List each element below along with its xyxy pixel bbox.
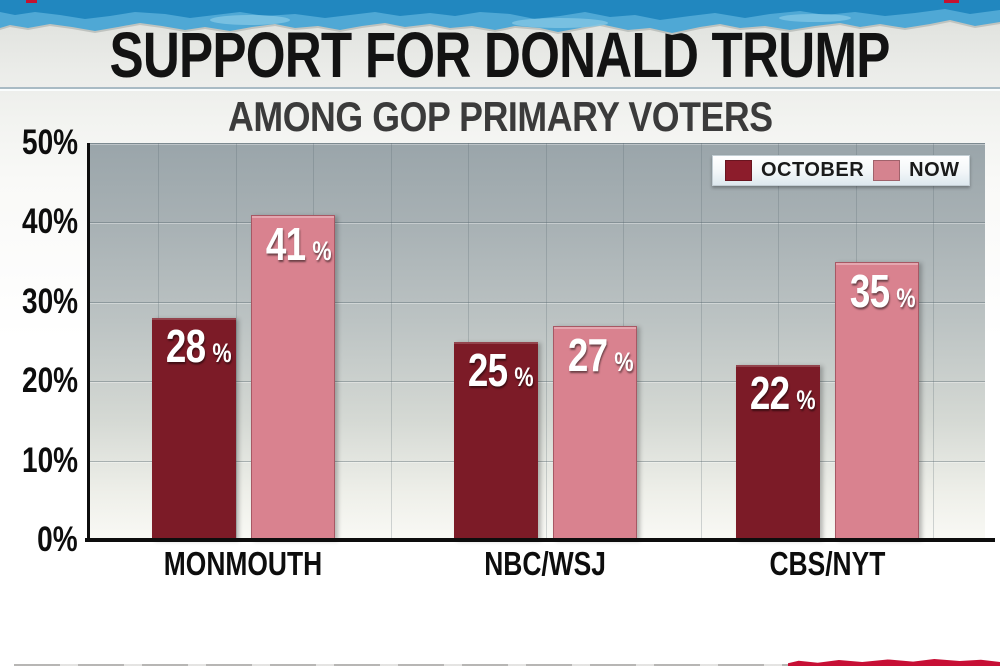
x-axis-category-labels: MONMOUTH NBC/WSJ CBS/NYT (90, 546, 985, 584)
top-red-speck (944, 0, 959, 3)
bar-value-number: 25 (467, 343, 507, 396)
y-axis-tick-text: 10% (21, 440, 78, 480)
bar-value-number: 27 (567, 328, 607, 381)
gridline-20 (90, 381, 985, 384)
chart-plot-area: 28% 41% 25% 27% 22% 35% (90, 143, 985, 540)
y-axis-tick-0: 0% (27, 520, 78, 560)
x-axis-label-cbs-nyt: CBS/NYT (707, 546, 947, 582)
torn-edge-pale-patch (512, 18, 608, 28)
y-axis-line (87, 143, 90, 542)
legend-swatch-now (873, 160, 901, 181)
torn-paper-edge (0, 0, 1000, 35)
bar-october-monmouth: 28% (151, 317, 236, 540)
bar-value-suffix: % (212, 337, 232, 368)
bottom-cropped-content-line (14, 664, 919, 666)
bar-value-number: 28 (165, 319, 205, 372)
bar-value-label: 41% (261, 221, 334, 267)
bar-value-suffix: % (896, 283, 916, 314)
gridline-40 (90, 222, 985, 225)
bar-now-cbs-nyt: 35% (834, 262, 919, 540)
torn-edge-pale-patch (779, 14, 851, 22)
bar-october-cbs-nyt: 22% (735, 365, 820, 540)
bar-value-label: 28% (161, 323, 234, 369)
bar-october-nbc-wsj: 25% (453, 341, 538, 540)
y-axis-tick-text: 20% (21, 361, 78, 401)
x-axis-label-text: MONMOUTH (163, 545, 323, 582)
bar-value-label: 22% (745, 370, 818, 416)
bar-value-suffix: % (312, 235, 332, 266)
bar-value-number: 41 (265, 217, 305, 270)
y-axis-tick-50: 50% (8, 123, 78, 163)
bar-now-monmouth: 41% (250, 214, 335, 540)
bar-value-label: 35% (845, 268, 918, 314)
gridline-vertical (701, 143, 702, 540)
header-divider (0, 87, 1000, 89)
legend-label-now: NOW (909, 159, 960, 181)
page-title: SUPPORT FOR DONALD TRUMP (109, 19, 891, 91)
y-axis-tick-text: 50% (21, 123, 78, 162)
bar-value-suffix: % (796, 385, 816, 416)
x-axis-label-text: CBS/NYT (769, 545, 885, 582)
y-axis-tick-text: 30% (21, 281, 78, 321)
page-subtitle: AMONG GOP PRIMARY VOTERS (227, 93, 773, 140)
bar-value-suffix: % (614, 346, 634, 377)
bar-value-label: 27% (563, 332, 636, 378)
bottom-cropped-red-logo (788, 658, 1000, 666)
x-axis-line (85, 538, 995, 542)
torn-edge-pale-patch (210, 15, 290, 25)
bar-value-number: 35 (849, 265, 889, 318)
y-axis-tick-20: 20% (8, 361, 78, 401)
gridline-vertical (933, 143, 934, 540)
x-axis-label-nbc-wsj: NBC/WSJ (425, 546, 665, 582)
y-axis-tick-text: 40% (21, 202, 78, 242)
gridline-vertical (546, 143, 547, 540)
y-axis-tick-labels: 0% 10% 20% 30% 40% 50% (0, 123, 80, 559)
gridline-vertical (236, 143, 237, 540)
gridline-vertical (778, 143, 779, 540)
top-red-speck (26, 0, 37, 3)
legend: OCTOBER NOW (712, 155, 970, 186)
torn-edge-dark-blue (0, 0, 1000, 20)
legend-swatch-october (725, 160, 752, 181)
x-axis-label-text: NBC/WSJ (484, 545, 606, 582)
x-axis-label-monmouth: MONMOUTH (123, 546, 363, 582)
gridline-vertical (391, 143, 392, 540)
header-divider-highlight (0, 89, 1000, 91)
gridline-10 (90, 460, 985, 463)
bar-now-nbc-wsj: 27% (552, 325, 637, 540)
bar-value-suffix: % (514, 361, 534, 392)
gridline-50 (90, 143, 985, 145)
y-axis-tick-40: 40% (8, 202, 78, 242)
bar-value-label: 25% (463, 347, 536, 393)
y-axis-tick-text: 0% (37, 520, 78, 559)
legend-label-october: OCTOBER (761, 159, 865, 181)
y-axis-tick-10: 10% (8, 441, 78, 481)
bar-value-number: 22 (749, 367, 789, 420)
gridline-30 (90, 301, 985, 304)
y-axis-tick-30: 30% (8, 282, 78, 322)
